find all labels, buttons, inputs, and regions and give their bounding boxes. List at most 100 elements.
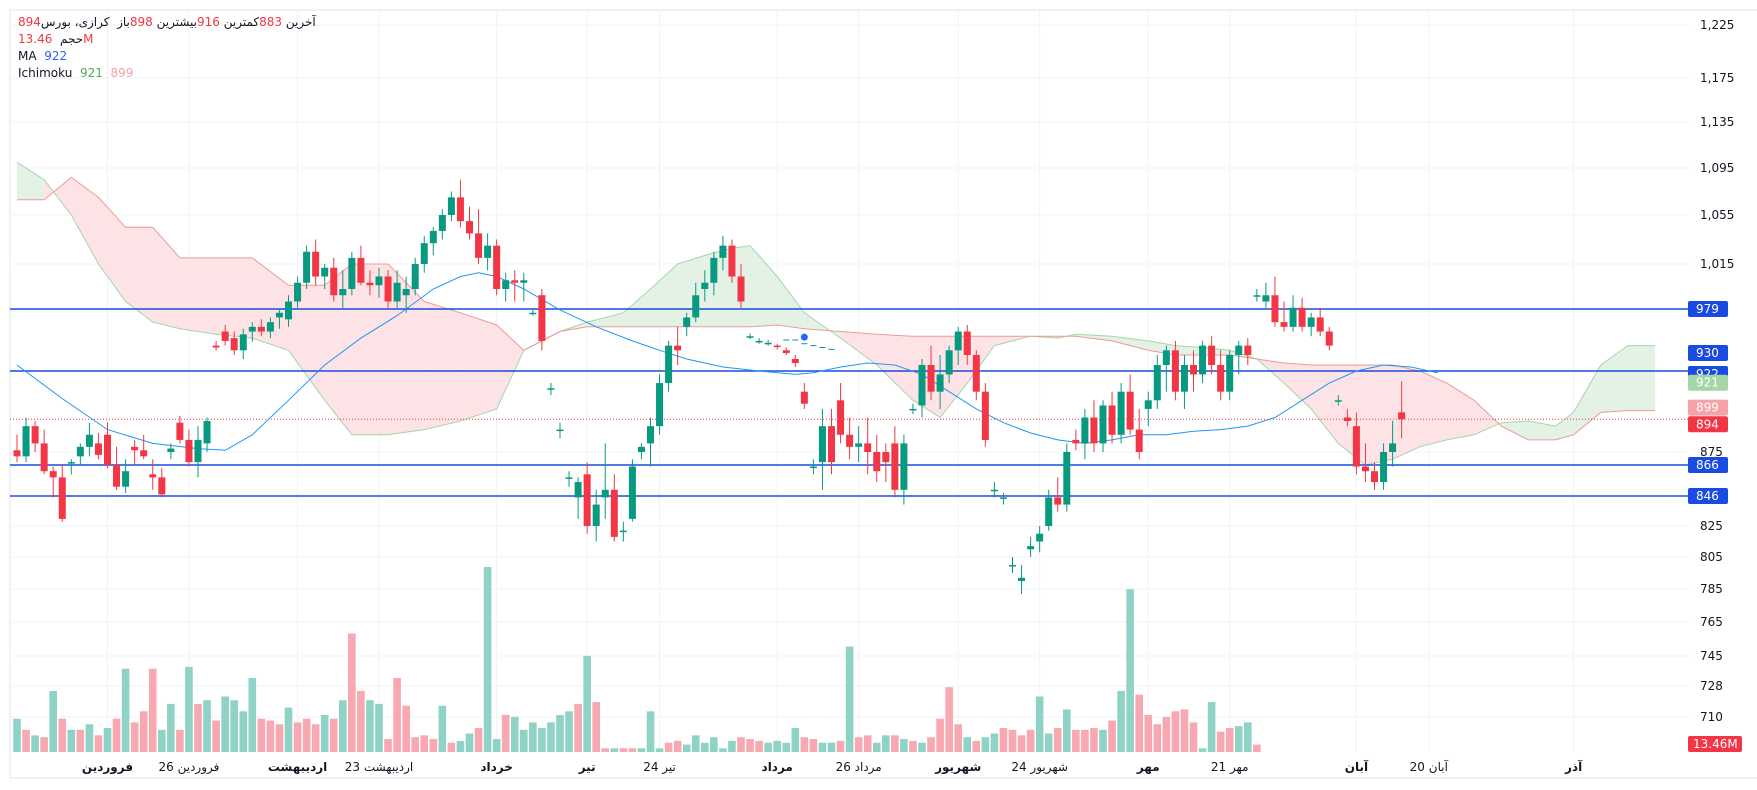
volume-bar bbox=[619, 748, 628, 752]
candle bbox=[1208, 336, 1216, 375]
candle bbox=[855, 426, 863, 463]
volume-bar bbox=[818, 742, 827, 752]
candle bbox=[683, 312, 691, 337]
candle bbox=[203, 417, 211, 452]
price-tag-label: 899 bbox=[1696, 401, 1719, 415]
candle-body bbox=[13, 450, 21, 457]
candle bbox=[999, 492, 1007, 505]
candle bbox=[719, 235, 727, 271]
candle-body bbox=[1171, 350, 1179, 392]
volume-bar bbox=[203, 700, 211, 752]
candle bbox=[357, 245, 365, 286]
candle bbox=[348, 251, 356, 296]
candle bbox=[176, 415, 184, 444]
candle-body bbox=[755, 340, 763, 343]
candle-body bbox=[1009, 565, 1016, 567]
volume-bar bbox=[185, 666, 193, 752]
candle-body bbox=[656, 383, 664, 427]
volume-bar bbox=[158, 729, 166, 752]
volume-bar bbox=[963, 737, 972, 752]
symbol-name[interactable]: کرازی، بورس bbox=[40, 15, 110, 29]
price-axis-label: 765 bbox=[1700, 615, 1723, 629]
candle-body bbox=[592, 504, 600, 526]
volume-bar bbox=[339, 700, 347, 752]
candle bbox=[158, 468, 166, 498]
volume-bar bbox=[194, 703, 202, 752]
price-tag: 979 bbox=[1688, 301, 1728, 317]
volume-bar bbox=[827, 742, 836, 752]
volume-bar bbox=[1072, 729, 1080, 752]
high-label: بیشترین bbox=[156, 15, 197, 29]
candle-body bbox=[1144, 400, 1152, 409]
candle-body bbox=[719, 245, 727, 258]
candle-body bbox=[76, 446, 84, 457]
volume-bar bbox=[1017, 735, 1026, 752]
candle bbox=[1099, 400, 1107, 452]
candle-body bbox=[846, 434, 854, 447]
volume-bar bbox=[49, 690, 57, 752]
candle-body bbox=[1190, 365, 1197, 375]
volume-bar bbox=[167, 703, 175, 752]
candle bbox=[665, 340, 673, 392]
candle-body bbox=[990, 489, 998, 492]
ichimoku-row[interactable]: Ichimoku 921 899 bbox=[18, 65, 316, 82]
candle-body bbox=[140, 450, 148, 457]
candle bbox=[221, 324, 229, 346]
candle-body bbox=[610, 489, 618, 537]
candle bbox=[402, 276, 410, 313]
candle-body bbox=[764, 342, 772, 345]
volume-bar bbox=[755, 740, 763, 752]
candle bbox=[601, 443, 609, 519]
volume-bar bbox=[221, 696, 229, 752]
candle-body bbox=[230, 338, 238, 351]
volume-bar bbox=[764, 742, 772, 752]
candle-body bbox=[1208, 345, 1216, 365]
candle bbox=[131, 439, 139, 465]
candle bbox=[1126, 374, 1134, 435]
volume-bar bbox=[927, 737, 935, 752]
candle bbox=[248, 322, 256, 342]
cloud-segment bbox=[496, 324, 524, 409]
price-axis-label: 875 bbox=[1700, 445, 1723, 459]
time-axis-label: مهر bbox=[1136, 760, 1160, 774]
candle bbox=[1253, 289, 1261, 302]
candle bbox=[737, 264, 745, 308]
ma-row[interactable]: MA 922 bbox=[18, 48, 316, 65]
candle bbox=[312, 239, 320, 286]
candle-body bbox=[900, 443, 908, 490]
volume-bar bbox=[13, 718, 21, 752]
open-label: باز bbox=[117, 15, 130, 29]
volume-tag-label: 13.46M bbox=[1693, 737, 1738, 751]
candle bbox=[936, 355, 944, 409]
cloud-segment bbox=[152, 227, 180, 329]
volume-bar bbox=[782, 742, 791, 752]
candle-body bbox=[1262, 295, 1270, 302]
volume-bar bbox=[384, 739, 392, 752]
candle-body bbox=[1325, 331, 1333, 346]
candle-body bbox=[556, 429, 564, 432]
candle bbox=[764, 339, 772, 346]
volume-bar bbox=[248, 678, 257, 752]
candle bbox=[1190, 350, 1197, 392]
volume-bar bbox=[809, 739, 818, 752]
volume-bar bbox=[1153, 724, 1162, 752]
ichimoku-span-a bbox=[16, 161, 1656, 466]
volume-bar bbox=[637, 748, 646, 752]
candle bbox=[393, 270, 401, 308]
candle-body bbox=[511, 280, 519, 283]
time-axis-label: مرداد bbox=[762, 760, 793, 774]
volume-bar bbox=[1099, 729, 1107, 752]
candle bbox=[429, 227, 437, 256]
price-tag-label: 894 bbox=[1696, 417, 1719, 431]
candle bbox=[529, 309, 537, 316]
volume-bar bbox=[130, 722, 139, 752]
volume-bar bbox=[728, 740, 736, 752]
volume-value: 13.46M bbox=[18, 32, 94, 46]
candle bbox=[1072, 429, 1080, 451]
candle bbox=[864, 417, 872, 475]
price-axis-label: 785 bbox=[1700, 582, 1723, 596]
candle bbox=[610, 474, 618, 542]
volume-bar bbox=[936, 718, 944, 752]
volume-bar bbox=[1216, 731, 1225, 752]
